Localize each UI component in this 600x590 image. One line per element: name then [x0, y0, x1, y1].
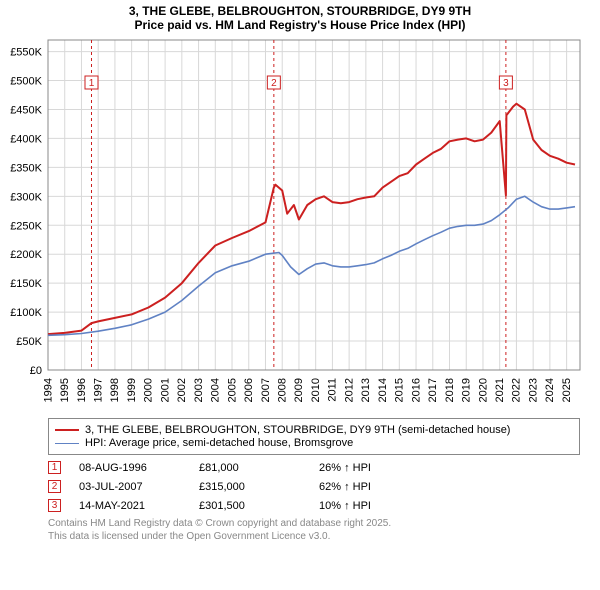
svg-text:2007: 2007	[260, 378, 272, 402]
svg-text:2015: 2015	[394, 378, 406, 402]
svg-text:2003: 2003	[193, 378, 205, 402]
svg-text:2013: 2013	[360, 378, 372, 402]
svg-text:2020: 2020	[477, 378, 489, 402]
svg-text:2002: 2002	[176, 378, 188, 402]
event-hpi-1: 26% ↑ HPI	[319, 462, 439, 474]
svg-text:£0: £0	[30, 365, 42, 377]
svg-text:£350K: £350K	[10, 162, 42, 174]
svg-text:2012: 2012	[343, 378, 355, 402]
chart-area: £0 £50K £100K £150K £200K £250K £300K £350K £400…	[0, 34, 600, 414]
svg-text:2016: 2016	[410, 378, 422, 402]
svg-text:2006: 2006	[243, 378, 255, 402]
legend-swatch-2	[55, 443, 79, 444]
svg-text:1998: 1998	[109, 378, 121, 402]
title-line-2: Price paid vs. HM Land Registry's House …	[0, 18, 600, 32]
svg-text:2010: 2010	[310, 378, 322, 402]
svg-text:2004: 2004	[210, 378, 222, 402]
events-table: 1 08-AUG-1996 £81,000 26% ↑ HPI 2 03-JUL…	[48, 461, 580, 512]
event-row-3: 3 14-MAY-2021 £301,500 10% ↑ HPI	[48, 499, 580, 512]
svg-text:2000: 2000	[143, 378, 155, 402]
title-line-1: 3, THE GLEBE, BELBROUGHTON, STOURBRIDGE,…	[0, 4, 600, 18]
svg-text:2011: 2011	[327, 378, 339, 402]
legend-label-1: 3, THE GLEBE, BELBROUGHTON, STOURBRIDGE,…	[85, 424, 510, 436]
svg-text:1999: 1999	[126, 378, 138, 402]
legend-swatch-1	[55, 429, 79, 431]
svg-text:£100K: £100K	[10, 307, 42, 319]
svg-text:1994: 1994	[42, 378, 54, 402]
svg-text:2024: 2024	[544, 378, 556, 402]
svg-text:2017: 2017	[427, 378, 439, 402]
svg-text:£400K: £400K	[10, 133, 42, 145]
event-hpi-3: 10% ↑ HPI	[319, 500, 439, 512]
footnote-line-2: This data is licensed under the Open Gov…	[48, 531, 580, 544]
footnote: Contains HM Land Registry data © Crown c…	[48, 518, 580, 543]
svg-text:2014: 2014	[377, 378, 389, 402]
event-marker-2: 2	[48, 480, 61, 493]
event-row-2: 2 03-JUL-2007 £315,000 62% ↑ HPI	[48, 480, 580, 493]
svg-text:2009: 2009	[293, 378, 305, 402]
event-date-1: 08-AUG-1996	[79, 462, 199, 474]
legend: 3, THE GLEBE, BELBROUGHTON, STOURBRIDGE,…	[48, 418, 580, 455]
chart-title: 3, THE GLEBE, BELBROUGHTON, STOURBRIDGE,…	[0, 0, 600, 34]
event-price-3: £301,500	[199, 500, 319, 512]
svg-text:£200K: £200K	[10, 249, 42, 261]
svg-text:£450K: £450K	[10, 104, 42, 116]
svg-text:£250K: £250K	[10, 220, 42, 232]
svg-text:1996: 1996	[76, 378, 88, 402]
chart-svg: £0 £50K £100K £150K £200K £250K £300K £350K £400…	[0, 34, 600, 414]
svg-text:2023: 2023	[527, 378, 539, 402]
event-date-3: 14-MAY-2021	[79, 500, 199, 512]
svg-text:£300K: £300K	[10, 191, 42, 203]
svg-text:2022: 2022	[511, 378, 523, 402]
svg-text:1: 1	[89, 78, 95, 89]
svg-text:£500K: £500K	[10, 76, 42, 88]
legend-item-1: 3, THE GLEBE, BELBROUGHTON, STOURBRIDGE,…	[55, 424, 573, 436]
legend-item-2: HPI: Average price, semi-detached house,…	[55, 437, 573, 449]
svg-text:£550K: £550K	[10, 47, 42, 59]
event-marker-1: 1	[48, 461, 61, 474]
event-price-1: £81,000	[199, 462, 319, 474]
svg-text:£50K: £50K	[16, 336, 42, 348]
footnote-line-1: Contains HM Land Registry data © Crown c…	[48, 518, 580, 531]
event-price-2: £315,000	[199, 481, 319, 493]
svg-text:2005: 2005	[226, 378, 238, 402]
svg-text:1997: 1997	[92, 378, 104, 402]
svg-text:£150K: £150K	[10, 278, 42, 290]
svg-text:2021: 2021	[494, 378, 506, 402]
svg-text:2019: 2019	[461, 378, 473, 402]
svg-text:2018: 2018	[444, 378, 456, 402]
svg-text:2001: 2001	[159, 378, 171, 402]
svg-text:2025: 2025	[561, 378, 573, 402]
svg-text:1995: 1995	[59, 378, 71, 402]
svg-text:2: 2	[271, 78, 277, 89]
event-date-2: 03-JUL-2007	[79, 481, 199, 493]
svg-text:3: 3	[503, 78, 509, 89]
event-marker-3: 3	[48, 499, 61, 512]
event-row-1: 1 08-AUG-1996 £81,000 26% ↑ HPI	[48, 461, 580, 474]
legend-label-2: HPI: Average price, semi-detached house,…	[85, 437, 353, 449]
event-hpi-2: 62% ↑ HPI	[319, 481, 439, 493]
svg-text:2008: 2008	[277, 378, 289, 402]
